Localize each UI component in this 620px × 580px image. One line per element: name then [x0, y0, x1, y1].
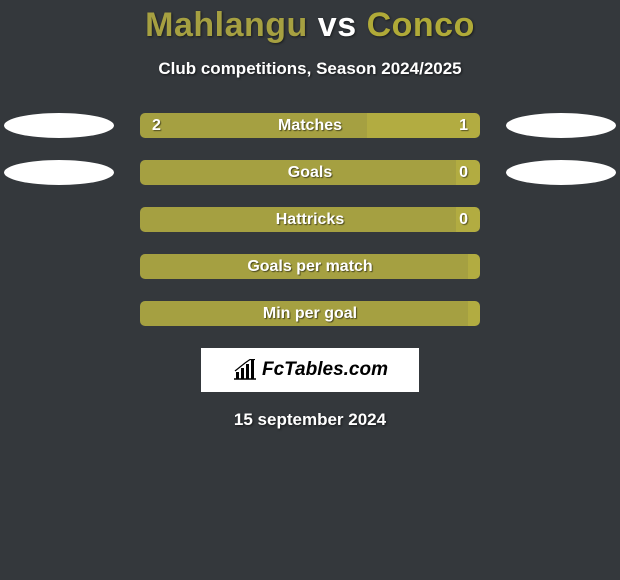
stat-row: 0Hattricks — [0, 207, 620, 232]
bar-left-segment: 2 — [140, 113, 367, 138]
stat-bar: 0Goals — [140, 160, 480, 185]
barchart-icon — [232, 359, 258, 381]
stat-row: Min per goal — [0, 301, 620, 326]
player2-bubble-icon — [506, 160, 616, 185]
bar-right-segment — [468, 254, 480, 279]
right-value: 1 — [459, 117, 468, 135]
player1-name: Mahlangu — [145, 6, 308, 44]
subtitle: Club competitions, Season 2024/2025 — [0, 59, 620, 79]
bar-right-segment: 0 — [456, 207, 480, 232]
bar-left-segment — [140, 207, 456, 232]
bar-left-segment — [140, 301, 468, 326]
stat-rows: 21Matches0Goals0HattricksGoals per match… — [0, 113, 620, 326]
stat-bar: 0Hattricks — [140, 207, 480, 232]
stat-bar: 21Matches — [140, 113, 480, 138]
player2-name: Conco — [367, 6, 475, 44]
stat-row: 0Goals — [0, 160, 620, 185]
right-value: 0 — [459, 211, 468, 229]
vs-text: vs — [318, 6, 357, 44]
player1-bubble-icon — [4, 160, 114, 185]
stat-bar: Goals per match — [140, 254, 480, 279]
bar-right-segment: 1 — [367, 113, 480, 138]
right-value: 0 — [459, 164, 468, 182]
comparison-card: Mahlangu vs Conco Club competitions, Sea… — [0, 0, 620, 430]
bar-left-segment — [140, 160, 456, 185]
bar-right-segment: 0 — [456, 160, 480, 185]
player1-bubble-icon — [4, 113, 114, 138]
logo-box[interactable]: FcTables.com — [201, 348, 419, 392]
page-title: Mahlangu vs Conco — [0, 6, 620, 45]
player2-bubble-icon — [506, 113, 616, 138]
left-value: 2 — [152, 117, 161, 135]
stat-row: Goals per match — [0, 254, 620, 279]
stat-row: 21Matches — [0, 113, 620, 138]
logo-text: FcTables.com — [262, 359, 388, 381]
date-text: 15 september 2024 — [0, 410, 620, 430]
bar-right-segment — [468, 301, 480, 326]
bar-left-segment — [140, 254, 468, 279]
stat-bar: Min per goal — [140, 301, 480, 326]
